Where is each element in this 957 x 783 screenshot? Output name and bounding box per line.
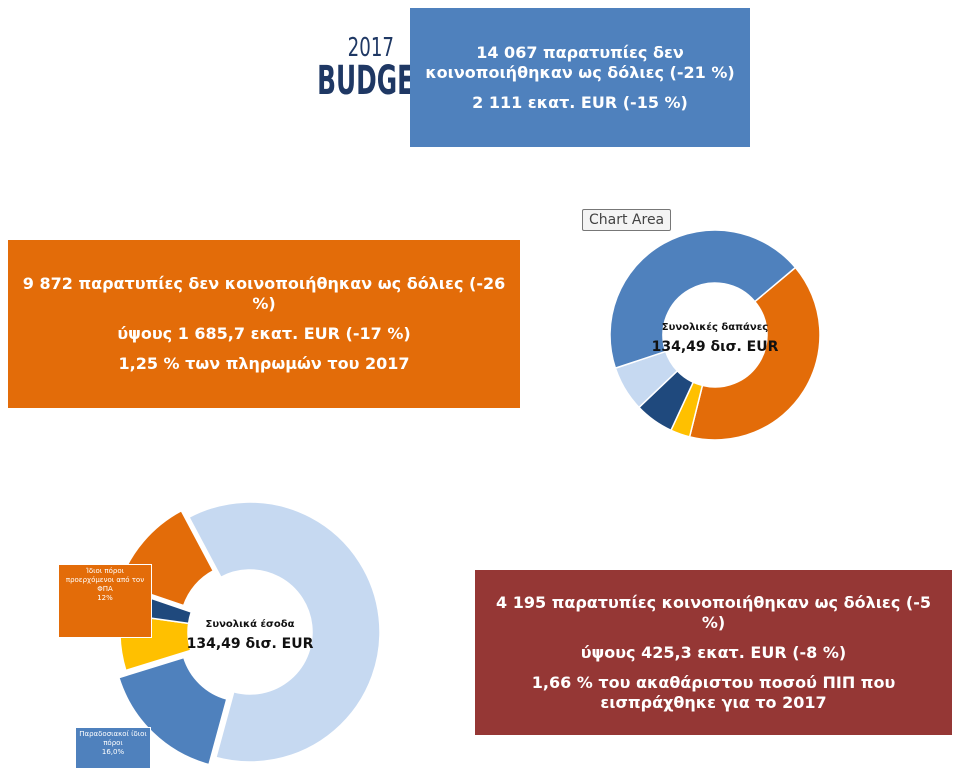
donut-slice	[688, 266, 821, 441]
center-label: Συνολικές δαπάνες	[662, 321, 768, 333]
category-label: Παραδοσιακοί ίδιοι πόροι	[79, 730, 147, 748]
category-label: Ίδιοι πόροι προερχόμενοι από τον ΦΠΑ	[65, 567, 145, 594]
center-label: 134,49 δισ. EUR	[652, 339, 779, 355]
value-label: 12%	[97, 594, 113, 603]
info-box: 9 872 παρατυπίες δεν κοινοποιήθηκαν ως δ…	[8, 240, 520, 408]
info-box: 14 067 παρατυπίες δεν κοινοποιήθηκαν ως …	[410, 8, 750, 147]
donut-slice	[609, 229, 797, 370]
center-label: 134,49 δισ. EUR	[187, 636, 314, 652]
tooltip: Chart Area	[582, 209, 672, 231]
donut-slice	[117, 656, 228, 766]
box-line: ύψους 425,3 εκατ. EUR (-8 %)	[580, 642, 847, 662]
info-box: 4 195 παρατυπίες κοινοποιήθηκαν ως δόλιε…	[475, 570, 952, 735]
donut-slice	[187, 501, 381, 763]
box-line: 1,66 % του ακαθάριστου ποσού ΠΙΠ που εισ…	[531, 672, 896, 712]
center-label: Συνολικά έσοδα	[206, 618, 295, 630]
slice-label: Ίδιοι πόροι προερχόμενοι από τον ΦΠΑ 12%	[58, 564, 152, 638]
box-line: 2 111 εκατ. EUR (-15 %)	[472, 92, 688, 112]
box-line: 9 872 παρατυπίες δεν κοινοποιήθηκαν ως δ…	[22, 274, 506, 313]
box-line: 4 195 παρατυπίες κοινοποιήθηκαν ως δόλιε…	[496, 592, 931, 632]
value-label: 16,0%	[101, 748, 125, 757]
box-line: 14 067 παρατυπίες δεν κοινοποιήθηκαν ως …	[425, 42, 735, 82]
box-line: ύψους 1 685,7 εκατ. EUR (-17 %)	[117, 324, 411, 343]
slice-label: Παραδοσιακοί ίδιοι πόροι 16,0%	[75, 727, 151, 769]
logo-year: 2017	[347, 33, 394, 63]
box-line: 1,25 % των πληρωμών του 2017	[118, 354, 410, 373]
